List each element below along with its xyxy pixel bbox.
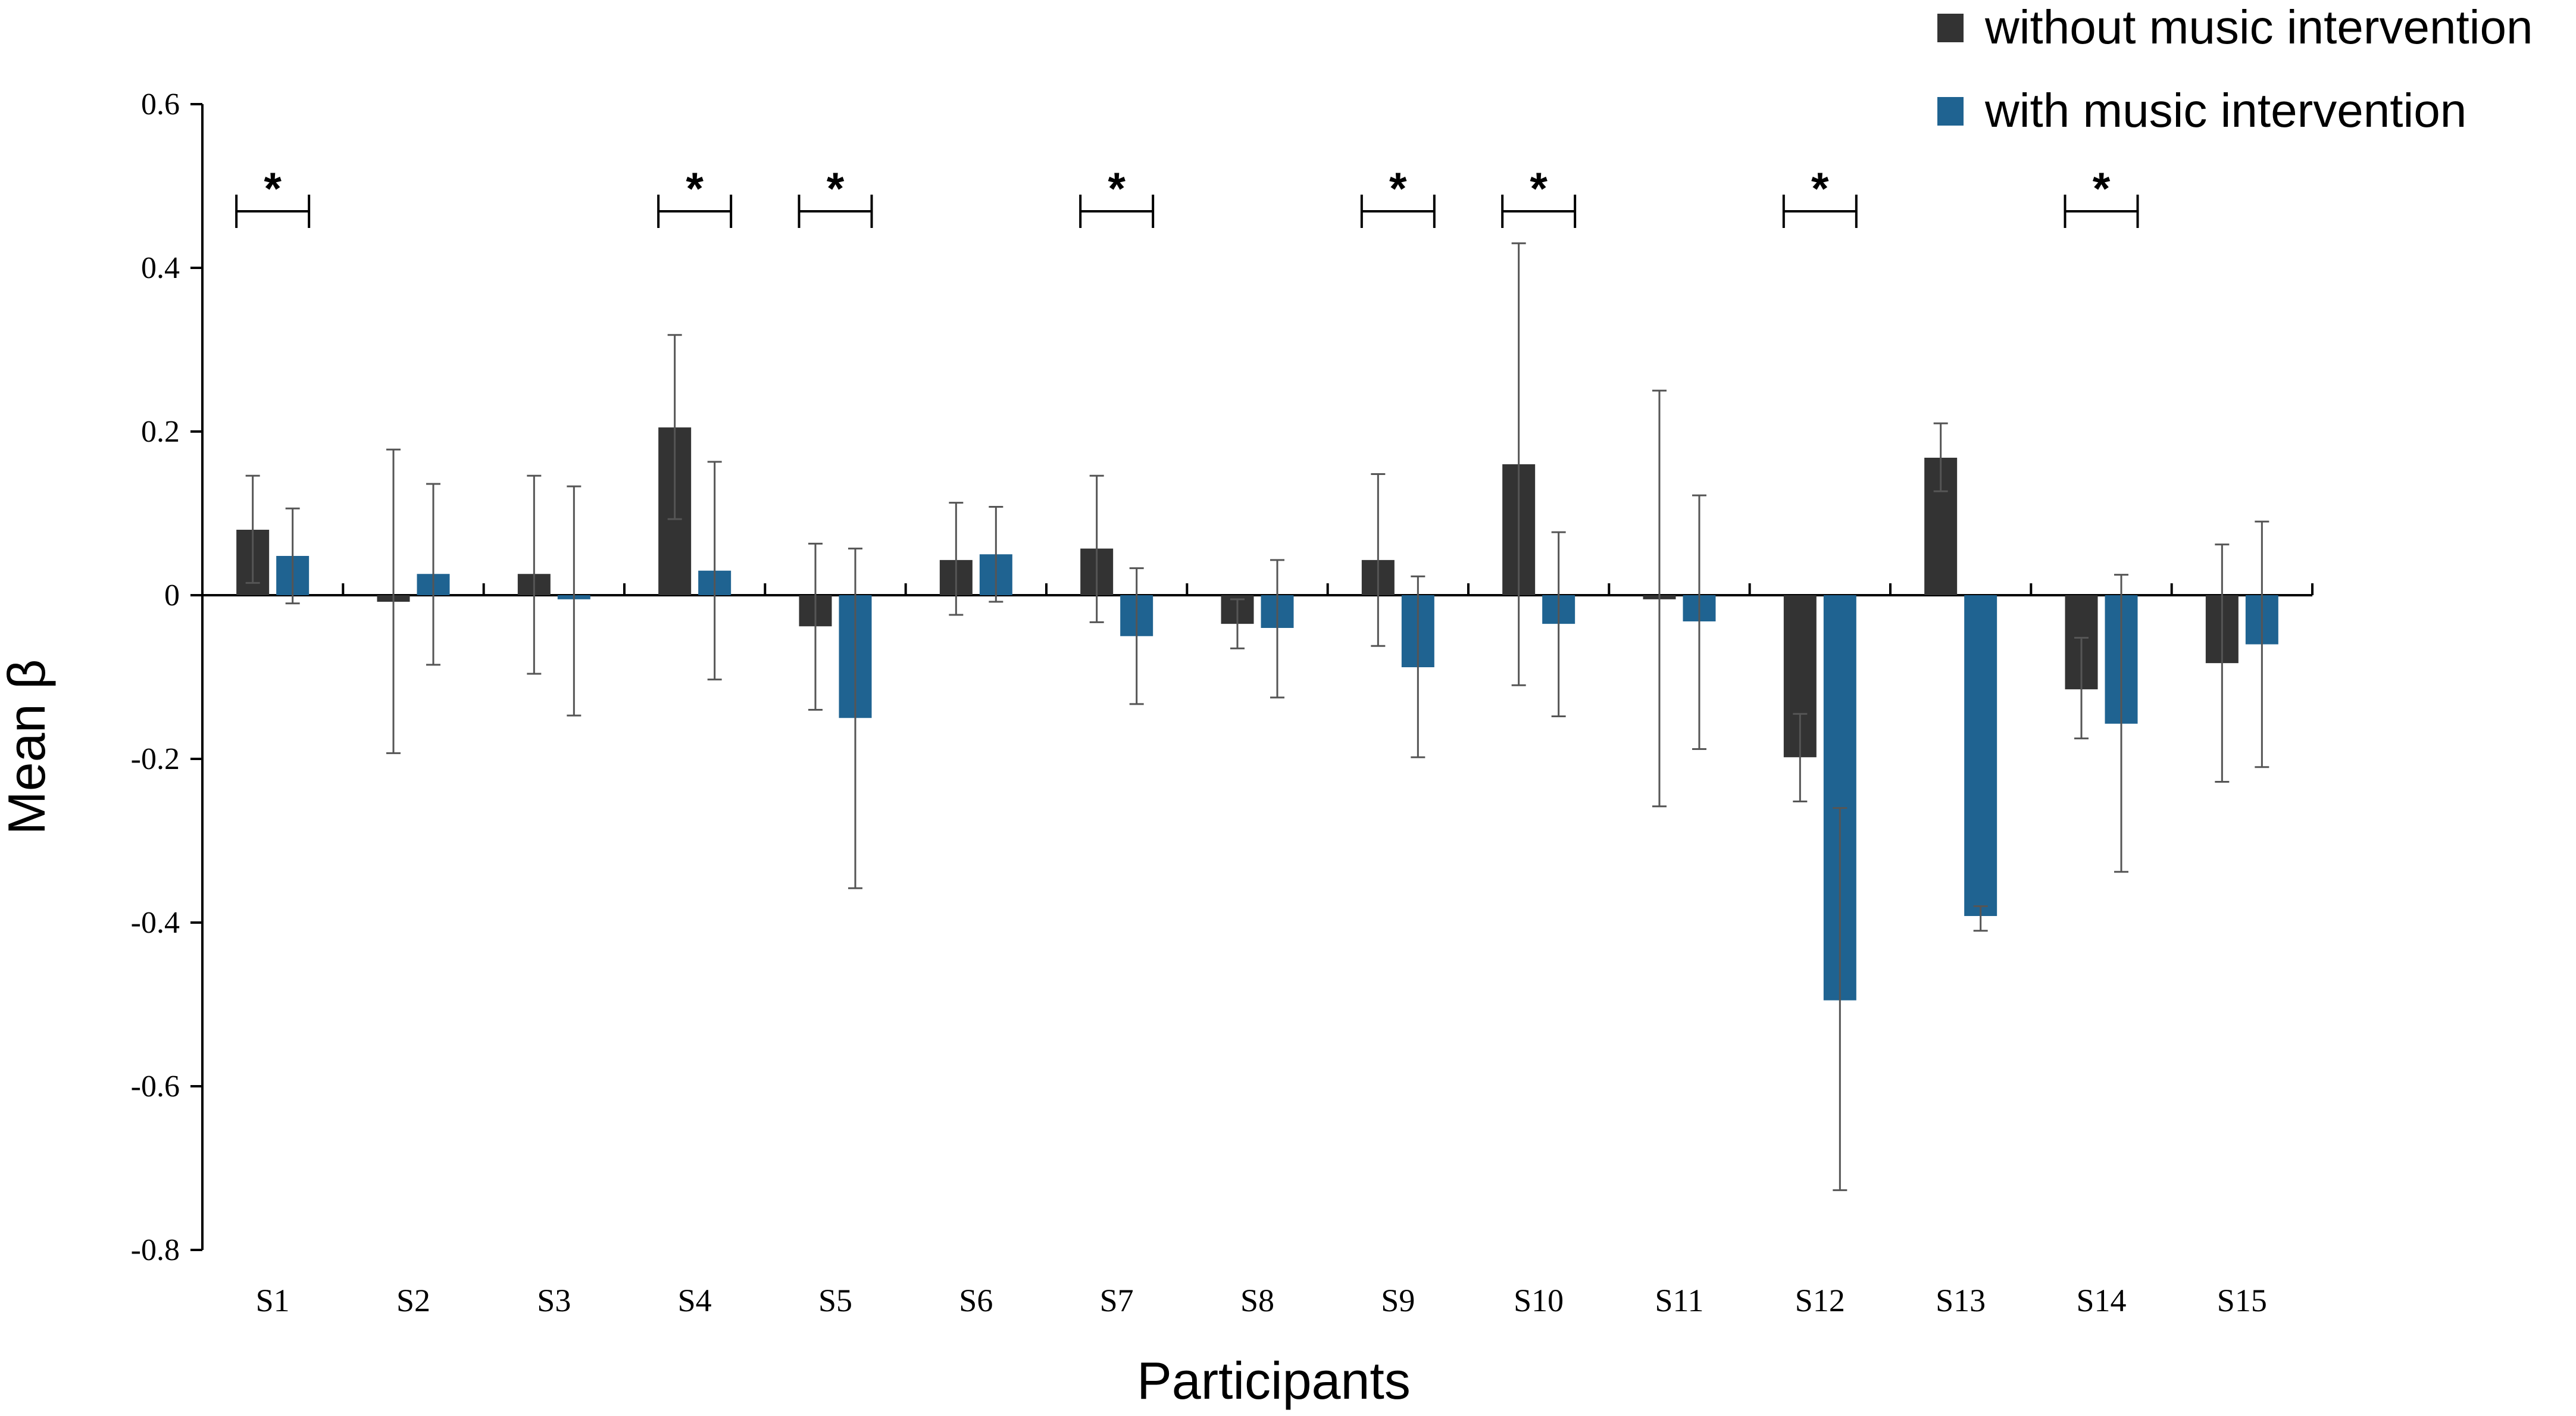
- y-tick-label: -0.4: [131, 906, 180, 940]
- x-tick-label: S6: [959, 1283, 993, 1318]
- y-axis-label: Mean β: [0, 659, 56, 834]
- x-tick-label: S11: [1655, 1283, 1703, 1318]
- significance-star: *: [686, 164, 704, 214]
- legend: without music intervention with music int…: [1937, 1, 2533, 137]
- legend-label: without music intervention: [1984, 1, 2533, 54]
- x-tick-label: S8: [1240, 1283, 1274, 1318]
- x-tick-label: S12: [1795, 1283, 1845, 1318]
- error-bars-layer: [245, 242, 2269, 1192]
- significance-star: *: [1389, 164, 1407, 214]
- x-tick-label: S14: [2076, 1283, 2126, 1318]
- x-tick-label: S1: [256, 1283, 290, 1318]
- significance-star: *: [2093, 164, 2111, 214]
- x-tick-label: S9: [1381, 1283, 1415, 1318]
- significance-star: *: [264, 164, 282, 214]
- x-tick-label: S3: [537, 1283, 571, 1318]
- y-tick-label: 0.2: [141, 415, 180, 449]
- x-tick-label: S10: [1514, 1283, 1564, 1318]
- x-tick-label: S4: [678, 1283, 712, 1318]
- y-tick-label: -0.6: [131, 1070, 180, 1104]
- y-tick-label: 0.6: [141, 87, 180, 121]
- y-tick-label: -0.2: [131, 742, 180, 776]
- y-tick-label: -0.8: [131, 1233, 180, 1267]
- bar-with-S13: [1964, 595, 1997, 916]
- legend-label: with music intervention: [1984, 84, 2466, 137]
- significance-star: *: [1530, 164, 1548, 214]
- significance-star: *: [827, 164, 845, 214]
- x-tick-label: S13: [1936, 1283, 1986, 1318]
- axes-layer: 0.6 0.4 0.2 0 -0.2 -0.4 -0.6 -0.8 S1 S2 S3 S4 S5 S6 S7…: [131, 87, 2314, 1318]
- legend-swatch: [1937, 14, 1964, 42]
- significance-star: *: [1811, 164, 1829, 214]
- significance-layer: * * * * * * * *: [235, 164, 2139, 228]
- x-tick-label: S15: [2217, 1283, 2267, 1318]
- x-tick-label: S2: [396, 1283, 430, 1318]
- x-axis-label: Participants: [1137, 1351, 1411, 1410]
- significance-star: *: [1108, 164, 1126, 214]
- y-tick-label: 0: [164, 579, 180, 612]
- x-tick-label: S7: [1100, 1283, 1134, 1318]
- x-tick-label: S5: [818, 1283, 852, 1318]
- bars-layer: [236, 427, 2278, 1001]
- legend-swatch: [1937, 97, 1964, 126]
- y-tick-label: 0.4: [141, 251, 180, 285]
